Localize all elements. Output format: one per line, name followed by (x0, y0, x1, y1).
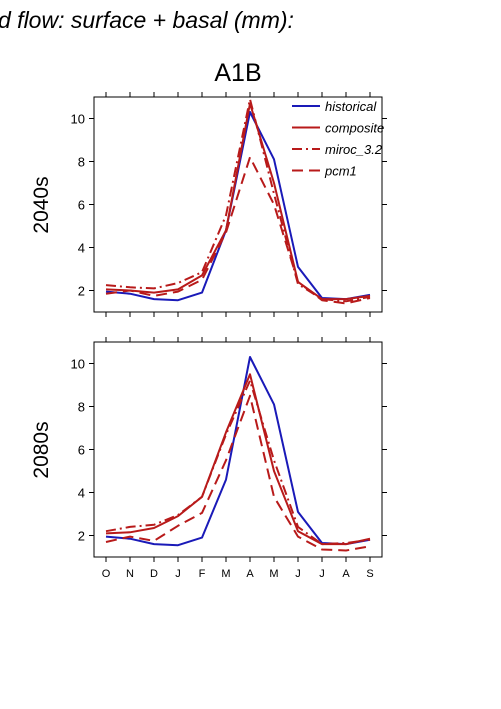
x-tick-label: M (221, 568, 230, 580)
row-label-2080s: 2080s (30, 421, 53, 478)
series-line-miroc-3-2 (105, 98, 371, 303)
series-line-pcm1 (105, 394, 371, 552)
x-tick-label: J (295, 568, 301, 580)
chart-panel-2040s: 2 4 6 8 10 historical composite miroc_3.2 pcm1 (71, 92, 387, 317)
figure-title: d flow: surface + basal (mm): (0, 7, 294, 33)
series-line-miroc-3-2 (105, 379, 371, 546)
y-tick-label: 2 (78, 284, 85, 299)
series-line-composite (105, 373, 371, 546)
x-tick-label: N (126, 568, 134, 580)
x-tick-label: A (246, 568, 254, 580)
legend-label: miroc_3.2 (325, 142, 383, 157)
x-tick-label: F (199, 568, 206, 580)
series-line-historical (105, 356, 371, 547)
y-tick-label: 8 (78, 400, 85, 415)
series-line-historical (105, 111, 371, 302)
plot-frame (93, 341, 383, 558)
legend-label: pcm1 (324, 164, 357, 179)
y-tick-label: 6 (78, 443, 85, 458)
x-tick-label: S (366, 568, 373, 580)
series-line-pcm1 (105, 156, 371, 305)
x-tick-label: A (342, 568, 350, 580)
y-tick-label: 10 (71, 112, 85, 127)
x-tick-label: O (102, 568, 111, 580)
y-tick-label: 6 (78, 198, 85, 213)
x-tick-label: M (269, 568, 278, 580)
legend-label: historical (325, 99, 377, 114)
x-tick-label: D (150, 568, 158, 580)
row-label-2040s: 2040s (30, 176, 53, 233)
y-tick-label: 2 (78, 529, 85, 544)
x-tick-label: J (319, 568, 325, 580)
legend: historical composite miroc_3.2 pcm1 (292, 99, 384, 179)
y-tick-label: 4 (78, 241, 85, 256)
legend-label: composite (325, 121, 384, 136)
chart-panel-2080s: 2 4 6 8 10 O N D J F M A M J J A S (71, 337, 387, 580)
y-tick-label: 10 (71, 357, 85, 372)
x-tick-label: J (175, 568, 181, 580)
y-tick-label: 4 (78, 486, 85, 501)
panel-title: A1B (214, 59, 261, 87)
y-tick-label: 8 (78, 155, 85, 170)
